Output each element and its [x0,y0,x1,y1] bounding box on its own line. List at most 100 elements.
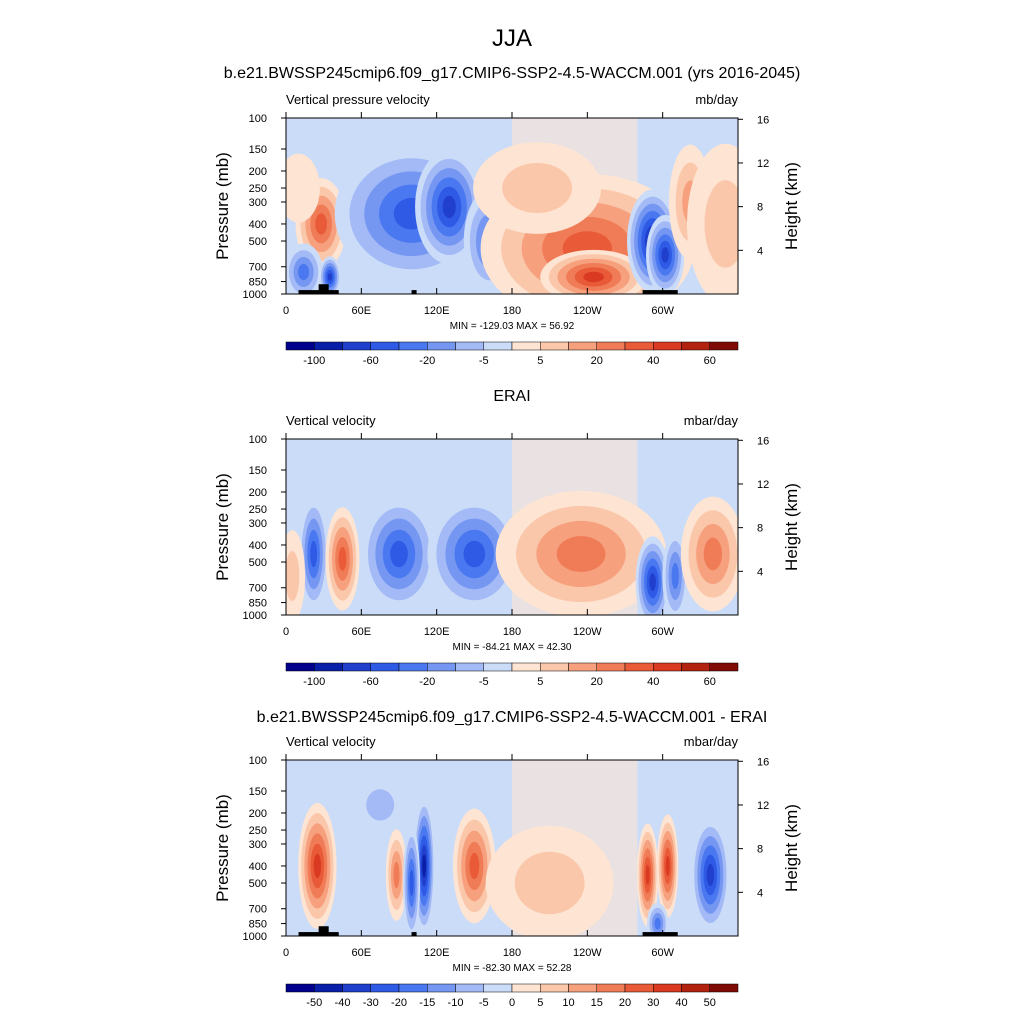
colorbar-swatch [568,341,597,351]
colorbar-label: -5 [479,355,489,367]
height-tick-label: 4 [757,245,763,257]
land-mask [642,290,678,294]
y-tick-label: 400 [249,540,267,552]
y-tick-label: 850 [249,277,267,289]
colorbar-swatch [681,983,710,993]
colorbar-swatch [455,983,484,993]
colorbar-swatch [427,341,456,351]
contour-level [463,540,486,568]
y-tick-label: 700 [249,904,267,916]
panel-1: b.e21.BWSSP245cmip6.f09_g17.CMIP6-SSP2-4… [213,65,801,367]
contour-level [327,272,333,281]
contour-feature [635,536,670,615]
colorbar-label: -20 [419,355,435,367]
contour-feature [298,496,329,612]
contour-field [286,439,738,615]
contour-feature [687,143,738,294]
y-axis-label: Pressure (mb) [213,473,232,581]
colorbar-swatch [653,662,682,672]
contour-feature [485,825,614,936]
stats-label: MIN = -84.21 MAX = 42.30 [453,642,572,653]
contour-level [286,153,320,223]
contour-level [671,562,679,590]
stats-label: MIN = -129.03 MAX = 56.92 [450,321,575,332]
x-tick-label: 180 [503,626,521,638]
colorbar-label: 60 [704,355,716,367]
contour-level [366,789,395,821]
contour-level [422,854,427,878]
contour-level [649,573,656,591]
contour-feature [286,243,323,294]
colorbar-swatch [455,341,484,351]
colorbar-swatch [511,662,541,672]
y-tick-label: 500 [249,236,267,248]
colorbar-label: 10 [562,997,574,1009]
contour-feature [325,507,360,611]
x-tick-label: 0 [283,305,289,317]
y-tick-label: 200 [249,808,267,820]
contour-level [442,195,456,219]
colorbar-swatch [568,983,597,993]
y-tick-label: 150 [249,786,267,798]
colorbar-swatch [681,662,710,672]
colorbar-label: -50 [306,997,322,1009]
colorbar-swatch [398,662,428,672]
x-tick-label: 60E [352,947,372,959]
colorbar-label: -40 [335,997,351,1009]
colorbar-swatch [483,662,513,672]
panel-units: mbar/day [684,734,739,749]
land-mask [298,290,339,294]
contour-level [645,864,650,885]
y-axis-label: Pressure (mb) [213,794,232,902]
colorbar-swatch [709,983,739,993]
contour-feature [540,249,647,294]
height-tick-label: 12 [757,479,769,491]
height-tick-label: 12 [757,800,769,812]
contour-feature [691,817,730,933]
contour-feature [657,814,679,918]
contour-level [409,869,414,897]
colorbar-swatch [709,341,739,351]
contour-feature [646,902,669,936]
colorbar-label: -100 [303,676,325,688]
panel-left-label: Vertical pressure velocity [286,92,430,107]
contour-level [665,855,670,876]
colorbar-label: 20 [619,997,631,1009]
x-tick-label: 60W [651,305,674,317]
colorbar-swatch [568,662,597,672]
colorbar-label: -100 [303,355,325,367]
contour-level [703,537,723,571]
colorbar-swatch [624,662,654,672]
contour-level [502,163,573,214]
land-mask [411,290,417,294]
panel-title: ERAI [493,388,530,405]
colorbar-swatch [342,341,371,351]
colorbar-label: 40 [675,997,687,1009]
x-tick-label: 180 [503,305,521,317]
panel-units: mbar/day [684,413,739,428]
contour-level [654,917,661,930]
y-tick-label: 850 [249,598,267,610]
panels: b.e21.BWSSP245cmip6.f09_g17.CMIP6-SSP2-4… [213,65,801,1009]
right-axis-label: Height (km) [782,162,801,250]
colorbar-swatch [314,983,343,993]
stats-label: MIN = -82.30 MAX = 52.28 [453,963,572,974]
colorbar-swatch [398,341,428,351]
colorbar: -50 -40 -30 -20 -15 -10 -5 0 5 10 15 20 30 40 50 [285,983,739,1009]
y-tick-label: 150 [249,144,267,156]
contour-feature [403,825,421,936]
y-tick-label: 200 [249,166,267,178]
colorbar-label: 15 [591,997,603,1009]
y-tick-label: 300 [249,839,267,851]
colorbar-swatch [285,983,315,993]
colorbar-label: 60 [704,676,716,688]
colorbar-swatch [511,983,541,993]
contour-level [706,863,715,887]
y-tick-label: 500 [249,878,267,890]
x-tick-label: 120E [424,626,450,638]
contour-level [469,852,480,880]
colorbar-label: 40 [647,355,659,367]
colorbar: -100 -60 -20 -5 5 20 40 60 [285,341,739,367]
colorbar-swatch [483,983,513,993]
